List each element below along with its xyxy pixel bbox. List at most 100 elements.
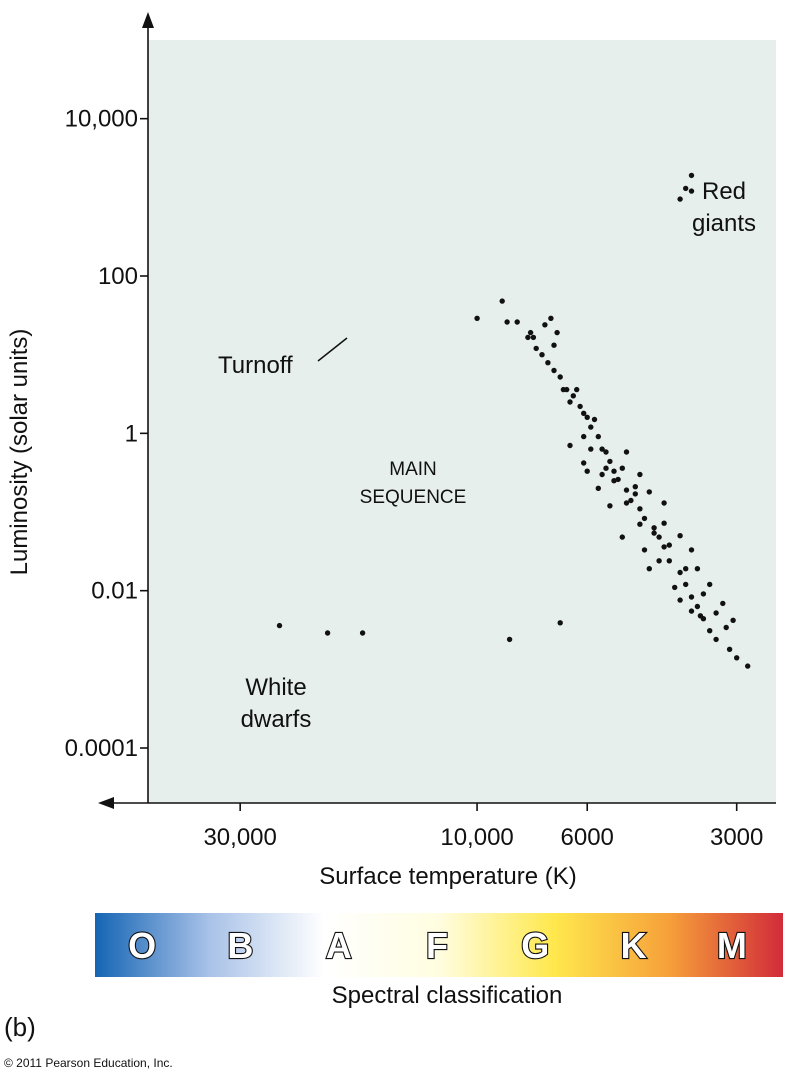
main-sequence-star — [623, 500, 630, 506]
main-sequence-star — [577, 403, 583, 410]
main-sequence-star — [677, 569, 683, 576]
y-tick-label: 100 — [98, 263, 138, 290]
spectral-color-bar — [95, 913, 783, 977]
main-sequence-star — [603, 465, 609, 471]
main-sequence-star — [595, 485, 601, 491]
main-sequence-star — [581, 460, 587, 466]
white-dwarfs-label-line1: White — [245, 674, 306, 701]
main-sequence-star — [567, 399, 573, 405]
main-sequence-star — [527, 329, 534, 336]
main-sequence-star — [615, 476, 621, 483]
main-sequence-star — [551, 367, 557, 374]
x-tick-label: 6000 — [561, 824, 614, 851]
main-sequence-star — [726, 646, 733, 652]
main-sequence-star — [672, 584, 678, 591]
copyright-notice: © 2011 Pearson Education, Inc. — [4, 1056, 173, 1070]
main-sequence-star — [697, 613, 704, 619]
main-sequence-star — [734, 655, 740, 661]
main-sequence-star — [677, 597, 683, 603]
spectral-letter-m: M — [717, 925, 747, 966]
plot-area — [148, 40, 776, 803]
main-sequence-star — [632, 484, 638, 490]
main-sequence-star — [474, 315, 480, 321]
main-sequence-star — [713, 636, 719, 643]
white-dwarfs-label-line2: dwarfs — [241, 706, 312, 733]
main-sequence-star — [567, 442, 573, 449]
main-sequence-star — [656, 558, 662, 564]
y-tick-label: 10,000 — [65, 106, 138, 133]
ticks: 0.0001 0.01 1 100 10,000 30,000 10,000 6000 3000 — [65, 106, 764, 851]
main-sequence-star — [539, 352, 545, 358]
main-sequence-star — [707, 628, 713, 634]
data-points — [276, 172, 751, 669]
main-sequence-star — [623, 487, 630, 493]
main-sequence-star — [688, 547, 695, 553]
y-tick-label: 0.0001 — [65, 735, 138, 762]
main-sequence-star — [632, 491, 638, 497]
main-sequence-star — [548, 315, 554, 321]
main-sequence-star — [661, 500, 667, 506]
main-sequence-star — [603, 449, 609, 455]
main-sequence-star — [700, 591, 707, 597]
x-axis-title: Surface temperature (K) — [319, 863, 576, 890]
main-sequence-star — [723, 624, 729, 631]
spectral-letter-g: G — [521, 925, 549, 966]
main-sequence-star — [560, 386, 567, 393]
main-sequence-star — [533, 345, 539, 352]
red-giants-star — [688, 172, 695, 179]
main-sequence-star — [595, 433, 601, 440]
y-tick-label: 1 — [125, 420, 138, 447]
red-giants-label-line1: Red — [702, 178, 746, 205]
white-dwarfs-star — [324, 630, 331, 636]
figure-caption: (b) — [4, 1012, 36, 1042]
main-sequence-star — [588, 446, 594, 452]
main-sequence-star — [661, 544, 667, 550]
main-sequence-star — [599, 446, 605, 452]
main-sequence-star — [611, 468, 617, 474]
main-sequence-star — [637, 471, 643, 478]
spectral-letter-o: O — [128, 925, 156, 966]
white-dwarfs-star — [506, 636, 513, 643]
x-tick-label: 3000 — [710, 824, 763, 851]
main-sequence-star — [499, 298, 505, 304]
turnoff-label: Turnoff — [218, 352, 293, 379]
main-sequence-star — [581, 410, 587, 416]
main-sequence-star — [554, 329, 560, 336]
main-sequence-star — [730, 617, 736, 623]
spectral-classification-label: Spectral classification — [332, 982, 563, 1009]
main-sequence-star — [542, 322, 548, 328]
main-sequence-star — [551, 342, 557, 348]
x-axis-arrowhead — [98, 797, 114, 809]
main-sequence-star — [584, 414, 590, 420]
main-sequence-star — [607, 458, 613, 465]
main-sequence-star — [525, 334, 531, 341]
main-sequence-star — [545, 360, 551, 366]
main-sequence-star — [628, 497, 634, 504]
axes — [98, 12, 776, 809]
main-sequence-star — [745, 663, 751, 669]
main-sequence-star — [707, 581, 713, 588]
main-sequence-star — [666, 558, 672, 564]
main-sequence-label-line1: MAIN — [389, 459, 437, 480]
white-dwarfs-star — [557, 620, 563, 626]
main-sequence-star — [646, 566, 652, 572]
y-axis-title: Luminosity (solar units) — [6, 329, 33, 576]
main-sequence-star — [530, 334, 537, 341]
red-giants-star — [677, 196, 683, 202]
main-sequence-star — [623, 449, 630, 455]
spectral-letter-a: A — [326, 925, 352, 966]
main-sequence-star — [588, 424, 594, 430]
main-sequence-star — [677, 533, 683, 539]
spectral-letter-k: K — [621, 925, 647, 966]
main-sequence-star — [641, 547, 648, 553]
red-giants-label-line2: giants — [692, 210, 756, 237]
main-sequence-star — [646, 489, 652, 495]
x-tick-label: 10,000 — [440, 824, 513, 851]
main-sequence-star — [574, 386, 580, 393]
main-sequence-star — [591, 416, 598, 423]
main-sequence-star — [514, 319, 520, 325]
white-dwarfs-star — [359, 630, 366, 636]
white-dwarfs-star — [276, 622, 283, 629]
